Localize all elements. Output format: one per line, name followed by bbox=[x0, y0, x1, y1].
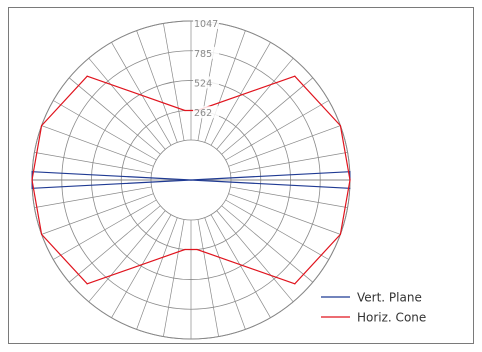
grid-spoke-350 bbox=[230, 187, 347, 208]
legend-label-1: Horiz. Cone bbox=[357, 311, 426, 325]
grid-spoke-210 bbox=[53, 200, 156, 260]
series-1-point-13 bbox=[340, 234, 341, 235]
grid-spoke-200 bbox=[42, 194, 154, 235]
grid-spoke-150 bbox=[53, 101, 156, 161]
series-1-point-11 bbox=[196, 249, 197, 250]
polar-chart: 262 524 785 1047 Vert. Plane Horiz. Cone bbox=[9, 8, 475, 345]
grid-spoke-100 bbox=[163, 23, 184, 140]
grid-spoke-30 bbox=[226, 101, 329, 161]
series-0-point-1 bbox=[349, 171, 350, 172]
grid-spoke-190 bbox=[34, 187, 151, 208]
series-0-point-3 bbox=[349, 188, 350, 189]
grid-spoke-240 bbox=[112, 215, 172, 318]
legend: Vert. Plane Horiz. Cone bbox=[321, 291, 426, 325]
series-1-point-14 bbox=[349, 179, 350, 180]
grid-spoke-60 bbox=[211, 42, 271, 145]
legend-label-0: Vert. Plane bbox=[357, 291, 422, 305]
series-0-point-5 bbox=[32, 188, 33, 189]
series-1-point-5 bbox=[87, 76, 88, 77]
grid-spoke-260 bbox=[163, 219, 184, 336]
chart-frame: 262 524 785 1047 Vert. Plane Horiz. Cone bbox=[8, 7, 474, 344]
tick-label-3: 1047 bbox=[194, 19, 218, 30]
grid-spoke-170 bbox=[34, 152, 151, 173]
grid-spoke-10 bbox=[230, 152, 347, 173]
grid-spoke-280 bbox=[198, 219, 219, 336]
tick-label-0: 262 bbox=[194, 108, 212, 119]
grid-spoke-20 bbox=[229, 126, 341, 167]
grid-spoke-250 bbox=[137, 218, 178, 330]
series-1-point-12 bbox=[294, 283, 295, 284]
series-1-point-9 bbox=[87, 283, 88, 284]
series-0-point-6 bbox=[190, 179, 191, 180]
series-1-point-1 bbox=[340, 125, 341, 126]
grid-spoke-110 bbox=[137, 31, 178, 143]
series-0-point-4 bbox=[32, 171, 33, 172]
grid-spoke-160 bbox=[42, 126, 154, 167]
grid-spoke-290 bbox=[205, 218, 246, 330]
tick-label-1: 524 bbox=[194, 78, 212, 89]
series-1-point-2 bbox=[294, 76, 295, 77]
grid-spoke-340 bbox=[229, 194, 341, 235]
series-1-point-10 bbox=[184, 249, 185, 250]
grid-spoke-330 bbox=[226, 200, 329, 260]
series-1-point-7 bbox=[31, 179, 32, 180]
series-1-point-8 bbox=[41, 234, 42, 235]
grid-spoke-300 bbox=[211, 215, 271, 318]
grid-spoke-120 bbox=[112, 42, 172, 145]
series-1-point-6 bbox=[41, 125, 42, 126]
tick-label-2: 785 bbox=[194, 49, 212, 60]
series-1-point-4 bbox=[184, 110, 185, 111]
